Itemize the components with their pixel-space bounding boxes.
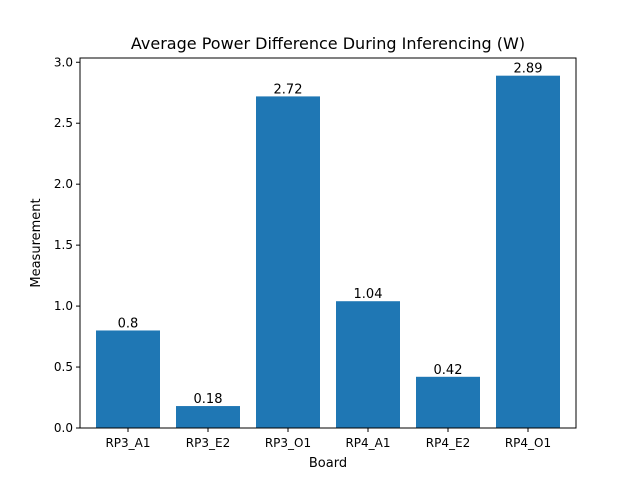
y-tick-label: 1.0 — [54, 299, 73, 313]
bar — [336, 301, 400, 428]
x-tick-label: RP4_E2 — [426, 436, 470, 450]
x-tick-label: RP3_E2 — [186, 436, 230, 450]
x-axis-label: Board — [309, 456, 347, 471]
plot-area: 0.0 0.5 1.0 1.5 2.0 2.5 3.0 RP3_A1 0.8 RP3_E2 0.18… — [54, 55, 560, 450]
y-tick-label: 2.0 — [54, 177, 73, 191]
bar — [176, 406, 240, 428]
y-tick-label: 1.5 — [54, 238, 73, 252]
y-tick-label: 0.0 — [54, 421, 73, 435]
data-label: 0.18 — [194, 392, 223, 407]
data-label: 2.72 — [274, 82, 303, 97]
x-tick-label: RP3_O1 — [265, 436, 311, 450]
y-tick-label: 0.5 — [54, 360, 73, 374]
y-axis-label: Measurement — [29, 198, 44, 287]
data-label: 0.42 — [434, 363, 463, 378]
axes-frame — [79, 57, 577, 429]
chart-title: Average Power Difference During Inferenc… — [131, 34, 525, 53]
bar — [416, 376, 480, 428]
bar — [256, 96, 320, 428]
bar — [96, 330, 160, 428]
data-label: 2.89 — [514, 62, 543, 77]
data-label: 0.8 — [118, 316, 139, 331]
data-label: 1.04 — [354, 287, 383, 302]
x-tick-label: RP4_O1 — [505, 436, 551, 450]
x-tick-label: RP3_A1 — [105, 436, 150, 450]
y-tick-label: 3.0 — [54, 55, 73, 69]
y-tick-label: 2.5 — [54, 116, 73, 130]
bar — [496, 75, 560, 429]
x-tick-label: RP4_A1 — [345, 436, 390, 450]
